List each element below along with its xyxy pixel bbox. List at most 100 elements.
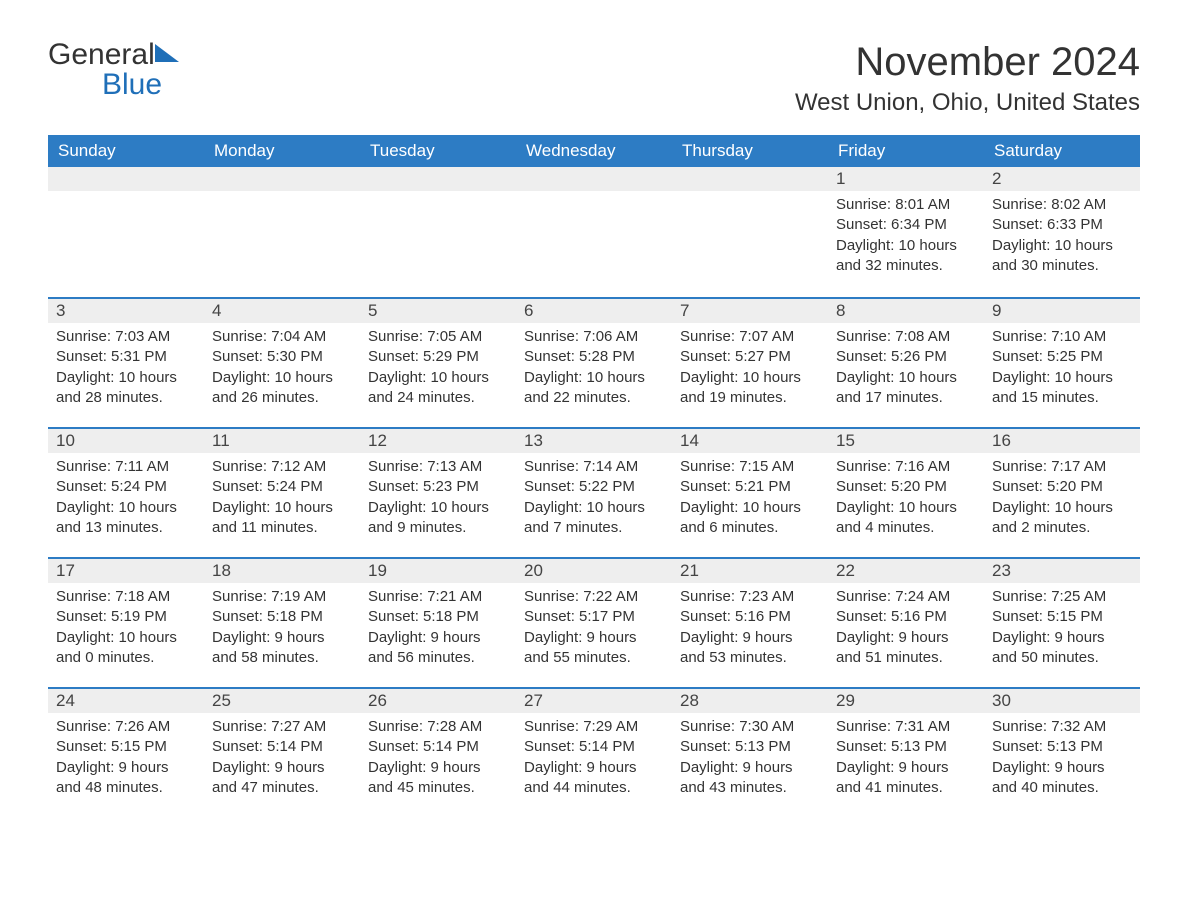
sunrise-text: Sunrise: 7:28 AM — [368, 717, 508, 737]
day-number: 14 — [672, 427, 828, 453]
daylight-text-1: Daylight: 9 hours — [836, 758, 976, 778]
day-number: 25 — [204, 687, 360, 713]
day-details: Sunrise: 7:23 AMSunset: 5:16 PMDaylight:… — [672, 583, 828, 676]
day-details: Sunrise: 7:08 AMSunset: 5:26 PMDaylight:… — [828, 323, 984, 416]
daylight-text-1: Daylight: 9 hours — [212, 628, 352, 648]
day-number: 8 — [828, 297, 984, 323]
daylight-text-2: and 0 minutes. — [56, 648, 196, 668]
sunset-text: Sunset: 6:34 PM — [836, 215, 976, 235]
day-details: Sunrise: 7:18 AMSunset: 5:19 PMDaylight:… — [48, 583, 204, 676]
weekday-header: Thursday — [672, 135, 828, 167]
sunset-text: Sunset: 5:14 PM — [368, 737, 508, 757]
sunset-text: Sunset: 5:26 PM — [836, 347, 976, 367]
weekday-header: Friday — [828, 135, 984, 167]
day-details: Sunrise: 7:17 AMSunset: 5:20 PMDaylight:… — [984, 453, 1140, 546]
day-number-empty — [516, 167, 672, 191]
daylight-text-1: Daylight: 10 hours — [680, 368, 820, 388]
sunset-text: Sunset: 5:25 PM — [992, 347, 1132, 367]
daylight-text-1: Daylight: 10 hours — [212, 498, 352, 518]
sunrise-text: Sunrise: 7:32 AM — [992, 717, 1132, 737]
sunrise-text: Sunrise: 7:14 AM — [524, 457, 664, 477]
day-number: 22 — [828, 557, 984, 583]
sunrise-text: Sunrise: 7:06 AM — [524, 327, 664, 347]
day-number-empty — [360, 167, 516, 191]
day-details: Sunrise: 7:25 AMSunset: 5:15 PMDaylight:… — [984, 583, 1140, 676]
day-details: Sunrise: 7:19 AMSunset: 5:18 PMDaylight:… — [204, 583, 360, 676]
calendar-day-cell: 17Sunrise: 7:18 AMSunset: 5:19 PMDayligh… — [48, 557, 204, 687]
sunrise-text: Sunrise: 7:03 AM — [56, 327, 196, 347]
day-number: 30 — [984, 687, 1140, 713]
calendar-day-cell: 4Sunrise: 7:04 AMSunset: 5:30 PMDaylight… — [204, 297, 360, 427]
daylight-text-2: and 58 minutes. — [212, 648, 352, 668]
day-details: Sunrise: 7:22 AMSunset: 5:17 PMDaylight:… — [516, 583, 672, 676]
daylight-text-1: Daylight: 10 hours — [56, 628, 196, 648]
calendar-day-cell: 15Sunrise: 7:16 AMSunset: 5:20 PMDayligh… — [828, 427, 984, 557]
sunrise-text: Sunrise: 7:31 AM — [836, 717, 976, 737]
location-text: West Union, Ohio, United States — [795, 89, 1140, 117]
day-number: 10 — [48, 427, 204, 453]
daylight-text-1: Daylight: 9 hours — [680, 758, 820, 778]
daylight-text-1: Daylight: 9 hours — [368, 758, 508, 778]
calendar-day-cell: 5Sunrise: 7:05 AMSunset: 5:29 PMDaylight… — [360, 297, 516, 427]
title-block: November 2024 West Union, Ohio, United S… — [795, 40, 1140, 127]
day-number: 19 — [360, 557, 516, 583]
daylight-text-1: Daylight: 10 hours — [212, 368, 352, 388]
calendar-week-row: 17Sunrise: 7:18 AMSunset: 5:19 PMDayligh… — [48, 557, 1140, 687]
sunrise-text: Sunrise: 8:02 AM — [992, 195, 1132, 215]
calendar-day-cell: 22Sunrise: 7:24 AMSunset: 5:16 PMDayligh… — [828, 557, 984, 687]
daylight-text-2: and 17 minutes. — [836, 388, 976, 408]
calendar-week-row: 1Sunrise: 8:01 AMSunset: 6:34 PMDaylight… — [48, 167, 1140, 297]
logo-flag-icon — [155, 44, 183, 69]
day-details: Sunrise: 7:26 AMSunset: 5:15 PMDaylight:… — [48, 713, 204, 806]
day-number: 21 — [672, 557, 828, 583]
calendar-day-cell: 24Sunrise: 7:26 AMSunset: 5:15 PMDayligh… — [48, 687, 204, 817]
sunset-text: Sunset: 5:21 PM — [680, 477, 820, 497]
daylight-text-1: Daylight: 10 hours — [992, 368, 1132, 388]
sunset-text: Sunset: 5:16 PM — [680, 607, 820, 627]
sunset-text: Sunset: 5:15 PM — [56, 737, 196, 757]
daylight-text-2: and 15 minutes. — [992, 388, 1132, 408]
logo-text-blue: Blue — [102, 68, 162, 101]
daylight-text-2: and 32 minutes. — [836, 256, 976, 276]
daylight-text-1: Daylight: 9 hours — [992, 628, 1132, 648]
day-number: 9 — [984, 297, 1140, 323]
day-details: Sunrise: 7:24 AMSunset: 5:16 PMDaylight:… — [828, 583, 984, 676]
daylight-text-1: Daylight: 9 hours — [524, 758, 664, 778]
calendar-day-cell: 1Sunrise: 8:01 AMSunset: 6:34 PMDaylight… — [828, 167, 984, 297]
daylight-text-2: and 48 minutes. — [56, 778, 196, 798]
daylight-text-2: and 6 minutes. — [680, 518, 820, 538]
sunrise-text: Sunrise: 7:07 AM — [680, 327, 820, 347]
calendar-day-cell: 2Sunrise: 8:02 AMSunset: 6:33 PMDaylight… — [984, 167, 1140, 297]
day-number: 1 — [828, 167, 984, 191]
daylight-text-2: and 56 minutes. — [368, 648, 508, 668]
sunrise-text: Sunrise: 7:11 AM — [56, 457, 196, 477]
daylight-text-2: and 55 minutes. — [524, 648, 664, 668]
sunrise-text: Sunrise: 7:23 AM — [680, 587, 820, 607]
calendar-day-cell: 21Sunrise: 7:23 AMSunset: 5:16 PMDayligh… — [672, 557, 828, 687]
daylight-text-2: and 41 minutes. — [836, 778, 976, 798]
day-number: 3 — [48, 297, 204, 323]
daylight-text-1: Daylight: 10 hours — [368, 498, 508, 518]
calendar-day-cell: 26Sunrise: 7:28 AMSunset: 5:14 PMDayligh… — [360, 687, 516, 817]
sunrise-text: Sunrise: 7:26 AM — [56, 717, 196, 737]
sunset-text: Sunset: 5:27 PM — [680, 347, 820, 367]
daylight-text-2: and 28 minutes. — [56, 388, 196, 408]
daylight-text-1: Daylight: 10 hours — [56, 498, 196, 518]
calendar-day-cell: 18Sunrise: 7:19 AMSunset: 5:18 PMDayligh… — [204, 557, 360, 687]
sunrise-text: Sunrise: 7:13 AM — [368, 457, 508, 477]
day-number-empty — [204, 167, 360, 191]
sunset-text: Sunset: 5:17 PM — [524, 607, 664, 627]
day-number: 23 — [984, 557, 1140, 583]
sunset-text: Sunset: 5:20 PM — [836, 477, 976, 497]
day-details: Sunrise: 8:01 AMSunset: 6:34 PMDaylight:… — [828, 191, 984, 284]
daylight-text-2: and 30 minutes. — [992, 256, 1132, 276]
calendar-day-cell — [204, 167, 360, 297]
daylight-text-1: Daylight: 10 hours — [992, 236, 1132, 256]
sunset-text: Sunset: 5:16 PM — [836, 607, 976, 627]
sunset-text: Sunset: 5:23 PM — [368, 477, 508, 497]
sunrise-text: Sunrise: 7:05 AM — [368, 327, 508, 347]
sunset-text: Sunset: 5:30 PM — [212, 347, 352, 367]
day-number: 15 — [828, 427, 984, 453]
daylight-text-1: Daylight: 10 hours — [680, 498, 820, 518]
daylight-text-1: Daylight: 10 hours — [836, 368, 976, 388]
